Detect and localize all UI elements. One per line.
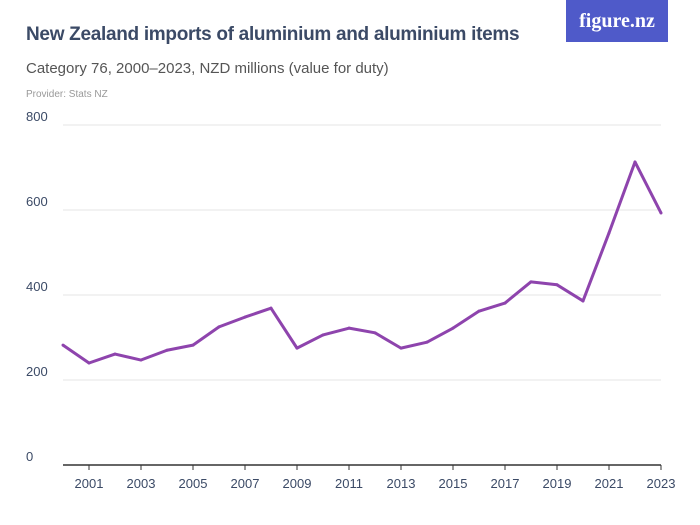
x-tick-label: 2009 [283, 476, 312, 491]
data-point [113, 352, 117, 356]
data-point [633, 160, 637, 164]
provider-label: Provider: Stats NZ [26, 89, 108, 100]
x-tick-label: 2019 [543, 476, 572, 491]
data-point [373, 331, 377, 335]
data-point [217, 325, 221, 329]
x-tick-label: 2001 [75, 476, 104, 491]
data-point [87, 361, 91, 365]
x-tick-label: 2017 [491, 476, 520, 491]
data-point [139, 358, 143, 362]
data-point [581, 299, 585, 303]
data-point [243, 315, 247, 319]
x-tick-label: 2003 [127, 476, 156, 491]
y-tick-label: 200 [26, 364, 48, 379]
y-tick-label: 0 [26, 449, 33, 464]
x-tick-label: 2007 [231, 476, 260, 491]
data-point [477, 309, 481, 313]
x-tick-label: 2011 [335, 476, 363, 491]
figure-nz-logo: figure.nz [566, 0, 668, 42]
data-point [269, 306, 273, 310]
data-point [555, 283, 559, 287]
data-point [399, 346, 403, 350]
data-point [659, 211, 663, 215]
data-point [529, 280, 533, 284]
chart-title: New Zealand imports of aluminium and alu… [26, 24, 520, 45]
x-tick-label: 2013 [387, 476, 416, 491]
data-point [607, 231, 611, 235]
data-point [295, 346, 299, 350]
y-tick-label: 800 [26, 109, 48, 124]
data-point [503, 301, 507, 305]
x-tick-label: 2021 [595, 476, 624, 491]
x-tick-label: 2015 [439, 476, 468, 491]
x-tick-label: 2023 [647, 476, 676, 491]
data-point [61, 343, 65, 347]
data-point [321, 333, 325, 337]
series-line [62, 160, 663, 365]
data-point [451, 326, 455, 330]
y-tick-label: 400 [26, 279, 48, 294]
data-point [165, 348, 169, 352]
chart-subtitle: Category 76, 2000–2023, NZD millions (va… [26, 60, 389, 77]
data-point [347, 326, 351, 330]
y-tick-label: 600 [26, 194, 48, 209]
data-point [425, 340, 429, 344]
data-point [191, 343, 195, 347]
x-tick-label: 2005 [179, 476, 208, 491]
